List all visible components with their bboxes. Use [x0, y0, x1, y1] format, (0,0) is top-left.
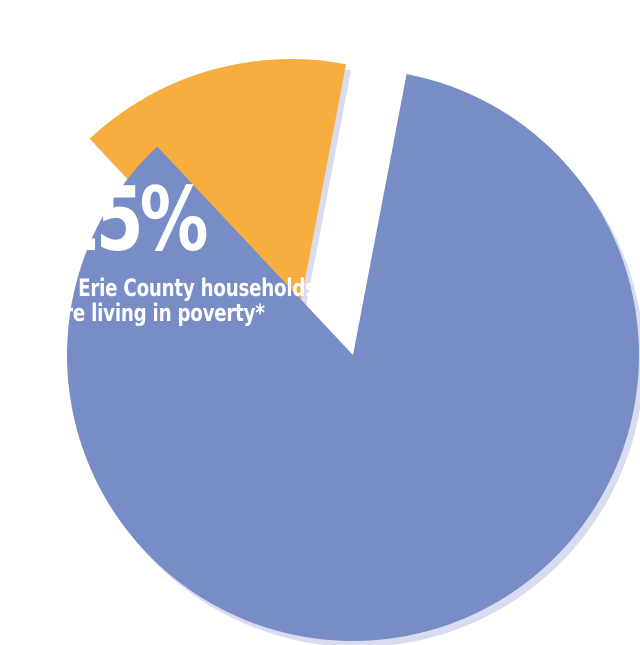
poverty-percent-label: 15%: [52, 168, 209, 271]
pie-slices: [66, 59, 639, 642]
pie-slice-remainder: [66, 74, 639, 642]
poverty-caption-line-2: are living in poverty*: [52, 298, 265, 327]
poverty-caption-line-1: of Erie County households: [52, 274, 316, 302]
poverty-callout: 15% of Erie County households are living…: [52, 176, 399, 326]
